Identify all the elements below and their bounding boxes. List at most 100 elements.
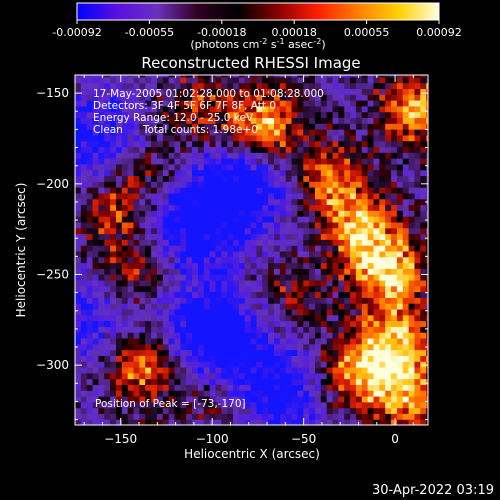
heatmap-cell [121,413,129,420]
heatmap-cell [238,378,246,385]
heatmap-cell [233,337,240,345]
heatmap-cell [151,332,158,339]
heatmap-cell [350,204,357,211]
heatmap-cell [256,250,263,258]
heatmap-cell [326,285,334,293]
heatmap-cell [80,216,88,223]
heatmap-cell [98,192,105,200]
heatmap-cell [291,407,299,414]
annotation-clean-counts: Clean Total counts: 1.98e+0 [93,124,258,136]
heatmap-cell [168,146,176,153]
heatmap-cell [262,343,269,351]
heatmap-cell [279,419,287,425]
heatmap-cell [332,419,339,425]
heatmap-cell [180,75,187,78]
heatmap-cell [203,274,211,281]
heatmap-cell [262,366,269,374]
heatmap-cell [186,361,193,368]
heatmap-cell [186,192,193,200]
heatmap-cell [344,175,351,182]
heatmap-cell [133,361,140,368]
heatmap-cell [233,413,240,420]
heatmap-cell [192,395,199,403]
heatmap-cell [75,111,82,119]
heatmap-cell [133,384,140,391]
heatmap-cell [233,233,240,240]
heatmap-cell [244,111,252,119]
heatmap-cell [309,88,316,95]
heatmap-cell [197,332,205,339]
heatmap-cell [285,407,293,414]
heatmap-cell [80,146,88,153]
heatmap-cell [127,175,135,182]
heatmap-cell [262,326,269,333]
heatmap-cell [402,326,410,333]
heatmap-cell [350,250,357,258]
heatmap-cell [344,227,351,235]
heatmap-cell [291,239,299,246]
heatmap-cell [115,349,123,356]
heatmap-cell [104,372,111,380]
heatmap-cell [151,75,158,78]
heatmap-cell [326,343,334,351]
heatmap-cell [355,274,363,281]
heatmap-cell [221,401,228,409]
heatmap-cell [385,216,392,223]
heatmap-cell [420,384,427,391]
heatmap-cell [338,250,345,258]
heatmap-cell [332,390,339,397]
heatmap-cell [156,100,164,107]
heatmap-cell [104,332,111,339]
heatmap-cell [215,181,222,188]
heatmap-cell [268,419,275,425]
heatmap-cell [291,395,299,403]
heatmap-cell [420,233,427,240]
heatmap-cell [373,163,380,171]
heatmap-cell [156,140,164,148]
heatmap-cell [145,175,152,182]
heatmap-cell [274,198,281,206]
heatmap-cell [297,250,304,258]
heatmap-cell [396,158,404,165]
heatmap-cell [115,210,123,217]
heatmap-cell [355,262,363,269]
heatmap-cell [285,198,293,206]
heatmap-cell [110,198,117,206]
heatmap-cell [268,395,275,403]
heatmap-cell [420,413,427,420]
heatmap-cell [98,181,105,188]
heatmap-cell [139,181,146,188]
heatmap-cell [197,239,205,246]
heatmap-cell [355,355,363,362]
heatmap-cell [414,239,421,246]
heatmap-cell [361,181,369,188]
heatmap-cell [221,314,228,322]
heatmap-cell [80,366,88,374]
heatmap-cell [391,372,398,380]
heatmap-cell [297,349,304,356]
heatmap-cell [373,100,380,107]
heatmap-cell [197,314,205,322]
heatmap-cell [256,75,263,78]
heatmap-cell [104,152,111,159]
heatmap-cell [215,274,222,281]
heatmap-cell [75,158,82,165]
heatmap-cell [145,146,152,153]
heatmap-cell [338,361,345,368]
heatmap-cell [326,210,334,217]
heatmap-cell [139,308,146,316]
heatmap-cell [420,204,427,211]
heatmap-cell [156,75,164,78]
heatmap-cell [326,88,334,95]
heatmap-cell [139,337,146,345]
heatmap-cell [314,111,322,119]
heatmap-cell [180,262,187,269]
heatmap-cell [320,187,328,194]
heatmap-cell [391,111,398,119]
heatmap-cell [209,366,217,374]
heatmap-cell [75,256,82,264]
heatmap-cell [215,332,222,339]
heatmap-cell [174,82,181,90]
heatmap-cell [156,198,164,206]
heatmap-cell [408,100,416,107]
